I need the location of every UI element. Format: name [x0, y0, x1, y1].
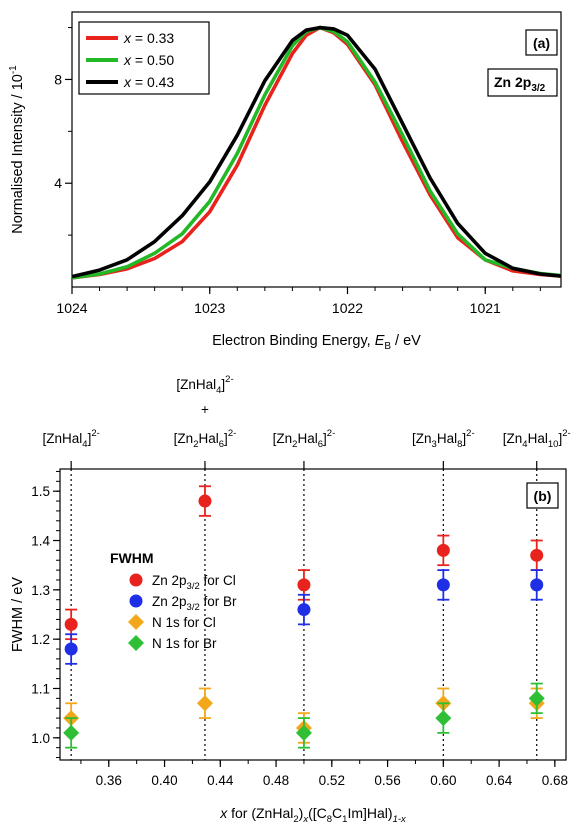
x-axis-label-a: Electron Binding Energy, EB / eV	[212, 333, 421, 352]
data-point-b-1	[64, 642, 78, 656]
annotation-zn-2p: Zn 2p3/2	[494, 74, 546, 94]
series-line-a-2	[71, 25, 562, 279]
mixed-label-plus: +	[201, 402, 209, 417]
panel-label-box-b	[526, 482, 559, 509]
panel-a-spectrum: 1024 1023 1022 1021 4 8 Electron Binding Energ…	[8, 11, 562, 352]
x-tick-label-a: 1023	[194, 300, 225, 316]
mixed-label-line1: [ZnHal4]2-	[176, 374, 233, 396]
x-tick-label-b: 0.52	[319, 773, 345, 788]
data-point-b-0	[198, 494, 212, 508]
legend-label-a: x = 0.33	[123, 30, 174, 46]
x-tick-label-b: 0.48	[263, 773, 289, 788]
legend-title-b: FWHM	[110, 550, 154, 566]
legend-label-a: x = 0.50	[123, 52, 174, 68]
legend-label-b: N 1s for Br	[152, 636, 217, 651]
y-tick-label-b: 1.3	[31, 583, 50, 598]
top-label-b: [Zn2Hal6]2-	[174, 428, 237, 450]
x-tick-label-a: 1024	[56, 300, 87, 316]
legend-marker-b	[129, 573, 143, 587]
data-point-b-1	[436, 578, 450, 592]
y-tick-label-b: 1.2	[31, 632, 50, 647]
data-point-b-1	[530, 578, 544, 592]
x-tick-label-a: 1022	[332, 300, 363, 316]
plot-frame-a	[71, 11, 562, 288]
top-label-b: [Zn2Hal6]2-	[273, 428, 336, 450]
data-point-b-3	[435, 710, 452, 727]
data-point-b-0	[530, 548, 544, 562]
data-point-b-3	[295, 724, 312, 741]
legend-marker-b	[129, 594, 143, 608]
x-tick-label-b: 0.36	[96, 773, 122, 788]
data-point-b-2	[196, 695, 213, 712]
y-tick-label-b: 1.0	[31, 731, 50, 746]
panel-label-b: (b)	[534, 488, 552, 504]
legend-label-b: Zn 2p3/2 for Cl	[152, 573, 236, 592]
legend-marker-b	[128, 614, 144, 630]
legend-marker-b	[128, 635, 144, 651]
legend-label-b: N 1s for Cl	[152, 615, 216, 630]
annotation-box-a	[487, 68, 558, 97]
plot-frame-b	[59, 468, 567, 761]
data-point-b-0	[436, 543, 450, 557]
top-label-b: [ZnHal4]2-	[43, 428, 100, 450]
data-point-b-0	[297, 578, 311, 592]
legend-label-a: x = 0.43	[123, 74, 174, 90]
y-tick-label-b: 1.1	[31, 681, 50, 696]
top-label-b: [Zn3Hal8]2-	[412, 428, 475, 450]
top-label-b: [Zn4Hal10]2-	[503, 428, 571, 450]
y-axis-label-a: Normalised Intensity / 10-1	[8, 65, 26, 234]
y-tick-label-a: 8	[54, 71, 62, 87]
x-tick-label-a: 1021	[470, 300, 501, 316]
x-axis-label-b: x for (ZnHal2)x([C8C1Im]Hal)1-x	[219, 805, 407, 825]
y-tick-label-b: 1.4	[31, 534, 50, 549]
legend-a: x = 0.33 x = 0.50 x = 0.43	[78, 21, 210, 95]
x-tick-label-b: 0.56	[374, 773, 400, 788]
data-point-b-3	[528, 690, 545, 707]
data-point-b-1	[297, 603, 311, 617]
y-tick-label-a: 4	[54, 175, 62, 191]
x-tick-label-b: 0.60	[430, 773, 456, 788]
data-point-b-0	[64, 617, 78, 631]
x-tick-label-b: 0.64	[486, 773, 513, 788]
panel-label-a: (a)	[533, 35, 550, 51]
legend-b: FWHM Zn 2p3/2 for Cl Zn 2p3/2 for Br N 1s f…	[110, 550, 237, 651]
x-tick-label-b: 0.68	[542, 773, 568, 788]
legend-label-b: Zn 2p3/2 for Br	[152, 594, 237, 613]
panel-b-fwhm: 0.36 0.40 0.44 0.48 0.52 0.56 0.60 0.64 0.68 1.0 1…	[10, 374, 571, 825]
y-tick-label-b: 1.5	[31, 484, 50, 499]
data-point-b-3	[63, 724, 80, 741]
y-axis-label-b: FWHM / eV	[10, 577, 26, 652]
x-tick-label-b: 0.40	[151, 773, 177, 788]
panel-label-box-a	[525, 29, 558, 56]
x-tick-label-b: 0.44	[207, 773, 234, 788]
